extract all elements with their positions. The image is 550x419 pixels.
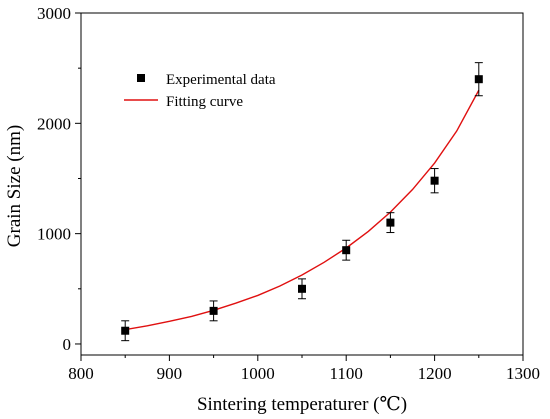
data-point (298, 284, 306, 293)
data-point (209, 306, 218, 315)
data-point (386, 218, 395, 227)
y-tick-label: 3000 (37, 4, 71, 23)
x-tick-label: 800 (68, 364, 94, 383)
plot-frame (80, 12, 524, 356)
y-tick-label: 1000 (37, 225, 71, 244)
series-layer (121, 62, 483, 342)
x-tick-label: 1200 (418, 364, 452, 383)
fitting-curve-line (125, 89, 480, 331)
y-tick-label: 0 (63, 335, 72, 354)
y-axis-title: Grain Size (nm) (4, 125, 25, 247)
data-point (430, 176, 439, 185)
x-tick-label: 1000 (241, 364, 275, 383)
x-axis-title: Sintering temperaturer (℃) (197, 394, 407, 415)
x-tick-label: 1300 (506, 364, 540, 383)
x-tick-label: 1100 (330, 364, 363, 383)
data-point (121, 326, 130, 335)
axis-ticks: 800 900 1000 1100 1200 1300 0 1000 2000 3000 (37, 4, 540, 383)
data-point (342, 246, 351, 255)
legend-label-fitting: Fitting curve (166, 94, 243, 110)
legend: Experimental data Fitting curve (124, 72, 276, 110)
legend-marker-experimental (137, 74, 145, 82)
data-point (474, 75, 483, 84)
y-tick-label: 2000 (37, 114, 71, 133)
x-tick-label: 900 (157, 364, 183, 383)
plot-area (80, 12, 524, 356)
legend-label-experimental: Experimental data (166, 72, 276, 88)
